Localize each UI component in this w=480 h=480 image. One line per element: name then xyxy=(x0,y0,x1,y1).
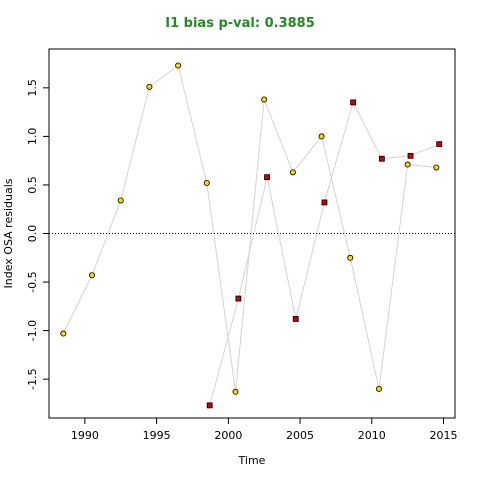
series-1-point xyxy=(203,180,210,187)
x-tick-label: 2005 xyxy=(286,429,314,442)
series-1-point xyxy=(175,62,182,69)
series-1-point xyxy=(60,330,67,337)
x-tick-label: 1990 xyxy=(71,429,99,442)
series-1-point xyxy=(89,272,96,279)
series-1-point xyxy=(433,164,440,171)
series-2-point xyxy=(264,174,270,181)
series-2-point xyxy=(235,295,242,302)
x-tick-label: 1995 xyxy=(143,429,171,442)
series-1-point xyxy=(347,254,354,261)
series-1-point xyxy=(146,83,153,90)
series-1-line xyxy=(62,64,437,392)
y-tick-label: 1.0 xyxy=(26,128,39,146)
y-axis: -1.5 -1.0 -0.5 0.0 0.5 1.0 1.5 xyxy=(26,79,49,390)
series-2-point xyxy=(436,141,443,148)
series-1-point xyxy=(318,133,325,140)
y-tick-label: 0.0 xyxy=(26,225,39,243)
y-axis-label: Index OSA residuals xyxy=(2,178,15,288)
series-1-point xyxy=(289,169,296,176)
series-2-point xyxy=(350,99,357,106)
series-1-point xyxy=(404,161,411,168)
series-2-point xyxy=(407,152,414,159)
x-axis-label: Time xyxy=(238,454,266,467)
chart-title: I1 bias p-val: 0.3885 xyxy=(165,16,315,31)
x-tick-label: 2010 xyxy=(358,429,386,442)
series-1-point xyxy=(232,388,239,395)
series-2-point xyxy=(378,155,385,162)
y-tick-label: 1.5 xyxy=(26,79,39,97)
series-1-point xyxy=(375,385,382,392)
x-tick-label: 2015 xyxy=(430,429,458,442)
series-1-point xyxy=(261,96,268,103)
x-axis: 1990 1995 2000 2005 2010 2015 xyxy=(71,418,458,442)
series-lines xyxy=(62,64,440,406)
y-tick-label: -1.0 xyxy=(26,320,39,341)
y-tick-label: -0.5 xyxy=(26,271,39,292)
series-2-point xyxy=(292,316,299,322)
series-1-point xyxy=(117,197,124,204)
y-tick-label: -1.5 xyxy=(26,368,39,389)
y-tick-label: 0.5 xyxy=(26,176,39,194)
x-tick-label: 2000 xyxy=(214,429,242,442)
data-points xyxy=(60,62,443,409)
series-2-point xyxy=(321,199,328,206)
series-2-point xyxy=(206,402,213,409)
